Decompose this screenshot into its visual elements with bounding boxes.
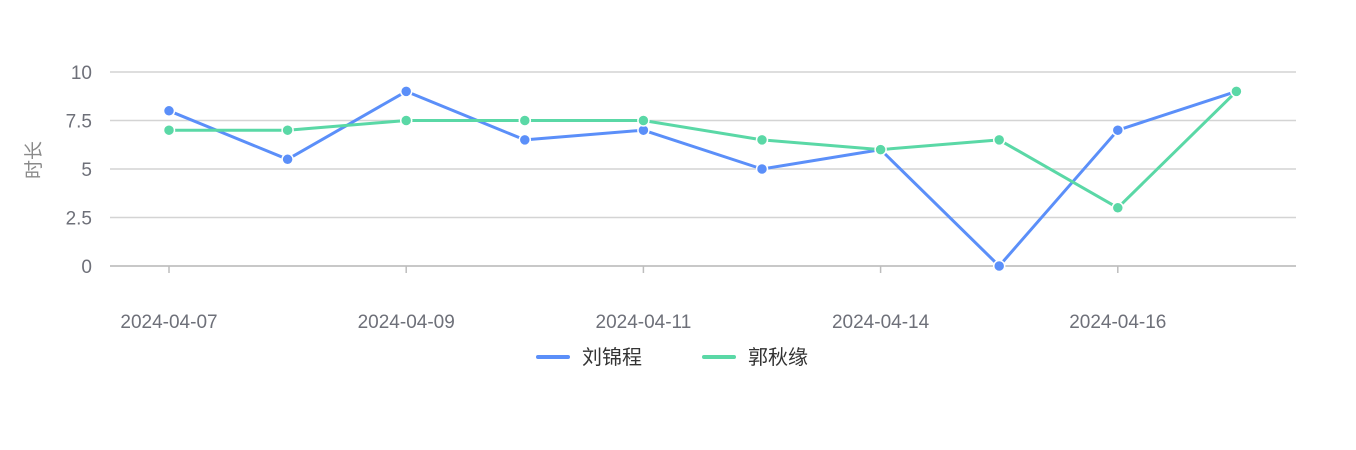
x-axis: 2024-04-07 2024-04-09 2024-04-11 2024-04-14… [110, 265, 1296, 333]
y-tick-label: 0 [81, 257, 92, 278]
series-1 [162, 85, 1243, 273]
series-group [162, 85, 1243, 273]
data-point[interactable] [518, 114, 532, 127]
y-tick-label: 10 [71, 63, 92, 84]
y-tick-label: 2.5 [66, 209, 92, 230]
series-2 [162, 85, 1243, 215]
y-axis-title: 时长 [23, 141, 45, 179]
data-point[interactable] [162, 123, 176, 137]
x-tick-label: 2024-04-11 [596, 312, 692, 333]
data-point[interactable] [399, 114, 413, 127]
x-tick-label: 2024-04-14 [832, 312, 930, 333]
data-point[interactable] [1111, 201, 1125, 215]
data-point[interactable] [637, 114, 650, 127]
series-line [167, 89, 1238, 210]
data-point[interactable] [1111, 123, 1125, 137]
y-tick-label: 7.5 [66, 112, 92, 133]
data-point[interactable] [874, 143, 887, 156]
data-point[interactable] [755, 162, 769, 176]
x-tick-label: 2024-04-09 [358, 312, 455, 333]
y-axis: 0 2.5 5 7.5 10 [66, 63, 92, 278]
data-point[interactable] [518, 133, 532, 147]
legend-item[interactable]: 郭秋缘 [702, 345, 808, 369]
y-tick-label: 5 [81, 160, 92, 181]
legend-item[interactable]: 刘锦程 [536, 345, 642, 369]
data-point[interactable] [399, 85, 413, 98]
data-point[interactable] [162, 104, 176, 118]
legend[interactable]: 刘锦程 郭秋缘 [536, 345, 808, 369]
x-tick-label: 2024-04-07 [120, 312, 217, 333]
legend-label: 刘锦程 [582, 345, 642, 369]
data-point[interactable] [992, 259, 1006, 273]
data-point[interactable] [992, 133, 1006, 147]
grid-lines [110, 71, 1296, 267]
legend-label: 郭秋缘 [748, 345, 808, 369]
data-point[interactable] [281, 153, 294, 166]
data-point[interactable] [1230, 85, 1243, 98]
data-point[interactable] [281, 123, 294, 137]
data-point[interactable] [755, 133, 769, 147]
x-tick-label: 2024-04-16 [1069, 312, 1166, 333]
series-line [167, 89, 1238, 268]
